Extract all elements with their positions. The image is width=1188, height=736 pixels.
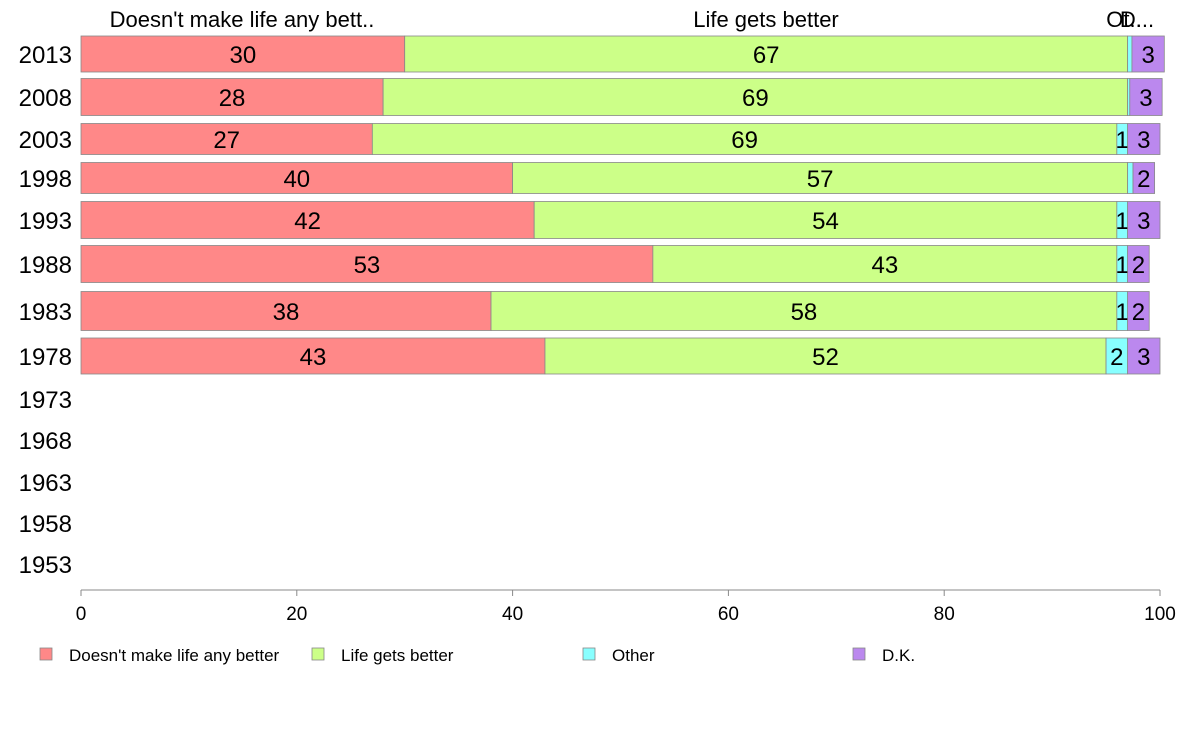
data-label: 3 (1137, 127, 1150, 154)
x-tick-label: 80 (934, 604, 955, 625)
column-header: D... (1120, 7, 1154, 32)
category-label: 1958 (19, 511, 72, 538)
data-label: 3 (1137, 208, 1150, 235)
category-label: 1983 (19, 299, 72, 326)
data-label: 28 (219, 85, 246, 112)
bar-segment (80, 291, 492, 331)
data-label: 3 (1137, 344, 1150, 371)
data-label: 1 (1116, 208, 1129, 235)
data-label: 27 (213, 127, 240, 154)
bar-segment (80, 78, 384, 116)
x-tick-label: 0 (76, 604, 87, 625)
category-label: 1978 (19, 344, 72, 371)
data-label: 2 (1132, 252, 1145, 279)
legend-swatch (311, 647, 325, 661)
legend-swatch (852, 647, 866, 661)
data-label: 40 (283, 166, 310, 193)
data-label: 57 (807, 166, 834, 193)
bar-segment (490, 291, 1118, 331)
data-label: 43 (300, 344, 327, 371)
bar-segment (1127, 245, 1150, 283)
x-tick-label: 100 (1144, 604, 1176, 625)
legend-label: Doesn't make life any better (69, 646, 280, 665)
data-label: 3 (1141, 42, 1154, 69)
data-label: 67 (753, 42, 780, 69)
bar-segment (1131, 35, 1165, 73)
bar-segment (1127, 337, 1161, 375)
data-label: 3 (1139, 85, 1152, 112)
category-label: 1968 (19, 428, 72, 455)
category-label: 2003 (19, 127, 72, 154)
legend-label: D.K. (882, 646, 915, 665)
data-label: 42 (294, 208, 321, 235)
category-label: 2008 (19, 85, 72, 112)
data-label: 69 (742, 85, 769, 112)
category-label: 1998 (19, 166, 72, 193)
bar-segment (1127, 201, 1161, 239)
bar-segment (533, 201, 1118, 239)
bar-segment (404, 35, 1129, 73)
bar-segment (382, 78, 1129, 116)
bar-segment (80, 35, 406, 73)
x-tick-label: 40 (502, 604, 523, 625)
data-label: 52 (812, 344, 839, 371)
data-label: 1 (1116, 299, 1129, 326)
data-label: 58 (791, 299, 818, 326)
data-label: 1 (1116, 127, 1129, 154)
data-label: 1 (1116, 252, 1129, 279)
bar-segment (1127, 123, 1161, 155)
legend-swatch (39, 647, 53, 661)
data-label: 2 (1110, 344, 1123, 371)
x-tick-label: 20 (286, 604, 307, 625)
data-label: 2 (1137, 166, 1150, 193)
data-label: 53 (354, 252, 381, 279)
bar-segment (1127, 291, 1150, 331)
data-label: 69 (731, 127, 758, 154)
legend-label: Life gets better (341, 646, 454, 665)
category-label: 1953 (19, 552, 72, 579)
bar-segment (512, 162, 1129, 194)
x-tick-label: 60 (718, 604, 739, 625)
category-label: 1988 (19, 252, 72, 279)
bar-segment (1127, 162, 1134, 194)
column-header: Life gets better (693, 7, 839, 32)
bar-segment (1132, 162, 1156, 194)
legend-swatch (582, 647, 596, 661)
category-label: 1963 (19, 470, 72, 497)
data-label: 30 (229, 42, 256, 69)
bar-segment (80, 337, 546, 375)
column-header: Ot.. (1106, 7, 1141, 32)
data-label: 38 (273, 299, 300, 326)
bar-segment (80, 123, 373, 155)
data-label: 54 (812, 208, 839, 235)
category-label: 1973 (19, 387, 72, 414)
bar-segment (652, 245, 1118, 283)
bar-segment (80, 201, 535, 239)
data-label: 2 (1132, 299, 1145, 326)
category-label: 2013 (19, 42, 72, 69)
bar-segment (1127, 35, 1133, 73)
category-label: 1993 (19, 208, 72, 235)
bar-segment (80, 245, 654, 283)
data-label: 43 (872, 252, 899, 279)
bar-segment (371, 123, 1118, 155)
legend-label: Other (612, 646, 655, 665)
column-header: Doesn't make life any bett.. (110, 7, 375, 32)
bar-segment (1129, 78, 1163, 116)
